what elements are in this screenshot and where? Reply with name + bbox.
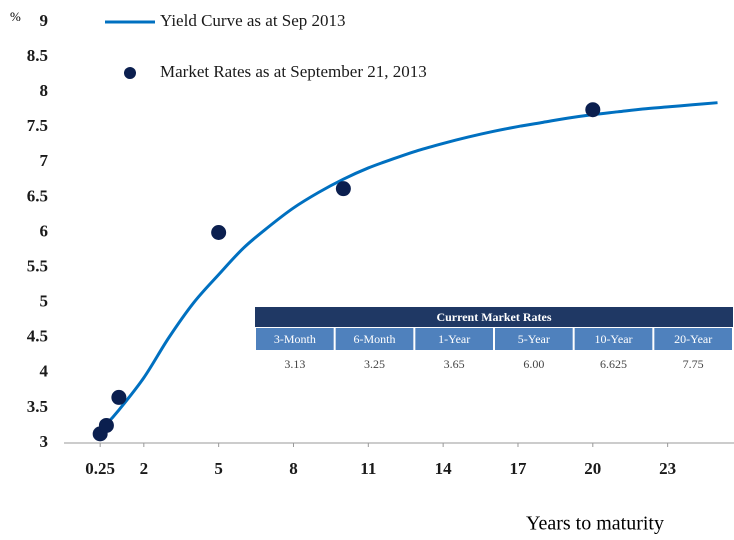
table-title-bg (255, 307, 733, 327)
table-header-cell (335, 328, 414, 350)
x-tick-label: 17 (509, 459, 527, 478)
x-tick-label: 20 (584, 459, 601, 478)
table-header-cell (495, 328, 573, 350)
table-header: 5-Year (518, 332, 550, 346)
table-header: 3-Month (274, 332, 316, 346)
y-tick-label: 4 (40, 362, 49, 381)
x-tick-label: 8 (289, 459, 298, 478)
y-axis-label: % (10, 9, 21, 24)
y-tick-label: 9 (40, 11, 49, 30)
x-tick-label: 14 (435, 459, 453, 478)
x-tick-label: 0.25 (85, 459, 115, 478)
y-tick-label: 8 (40, 81, 49, 100)
table-header: 1-Year (438, 332, 470, 346)
y-tick-label: 5.5 (27, 256, 48, 275)
x-tick-label: 5 (214, 459, 223, 478)
table-header-cell (654, 328, 732, 350)
table-header-cell (574, 328, 653, 350)
table-cell: 3.25 (364, 357, 385, 371)
legend-label: Yield Curve as at Sep 2013 (160, 11, 346, 30)
y-tick-label: 7.5 (27, 116, 48, 135)
table-header: 20-Year (674, 332, 712, 346)
x-axis-label: Years to maturity (526, 513, 664, 535)
table-header: 6-Month (354, 332, 396, 346)
y-tick-label: 3 (40, 432, 49, 451)
x-tick-label: 2 (140, 459, 149, 478)
legend-swatch (124, 67, 136, 79)
y-tick-label: 6.5 (27, 186, 48, 205)
table-cell: 3.13 (284, 357, 305, 371)
x-tick-label: 11 (360, 459, 376, 478)
y-tick-label: 4.5 (27, 327, 48, 346)
y-tick-label: 3.5 (27, 397, 48, 416)
table-cell: 7.75 (683, 357, 704, 371)
y-tick-label: 5 (40, 292, 49, 311)
market-rate-point (211, 225, 227, 240)
table-cell: 3.65 (444, 357, 465, 371)
yield-curve (99, 101, 718, 431)
market-rate-point (585, 102, 601, 118)
market-rate-point (335, 181, 351, 197)
table-header-cell (415, 328, 493, 350)
market-rate-point (111, 389, 127, 405)
table-header-cell (256, 328, 334, 350)
y-tick-label: 6 (40, 221, 49, 240)
legend-label: Market Rates as at September 21, 2013 (160, 62, 427, 81)
table-cell: 6.00 (523, 357, 544, 371)
y-tick-label: 8.5 (27, 46, 48, 65)
y-tick-label: 7 (40, 151, 49, 170)
market-rate-point (98, 417, 114, 433)
table-header: 10-Year (594, 332, 632, 346)
table-title: Current Market Rates (436, 310, 551, 324)
table-cell: 6.625 (600, 357, 627, 371)
x-tick-label: 23 (659, 459, 676, 478)
